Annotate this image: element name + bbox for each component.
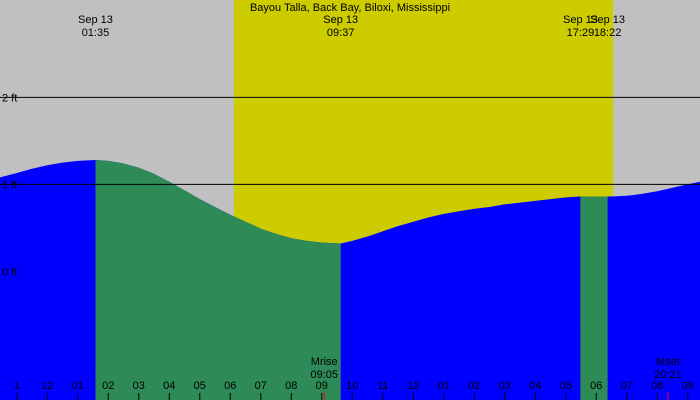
x-tick-label: 1 (14, 380, 20, 392)
event-time-label: 09:37 (327, 27, 355, 39)
y-tick-label: 2 ft (2, 92, 17, 104)
moon-event-label: Mrise (311, 356, 338, 368)
x-tick-label: 07 (621, 380, 633, 392)
moon-event-time: 09:05 (310, 369, 338, 381)
moon-event-label: Mset (656, 356, 680, 368)
tide-area-layer (0, 160, 700, 400)
x-tick-label: 06 (224, 380, 236, 392)
event-time-label: 01:35 (82, 27, 110, 39)
grid-layer (0, 96, 700, 400)
y-tick-label: 0 ft (2, 266, 17, 278)
x-tick-label: 05 (560, 380, 572, 392)
event-date-label: Sep 13 (590, 14, 625, 26)
x-tick-label: 05 (194, 380, 206, 392)
x-tick-label: 10 (346, 380, 358, 392)
event-date-label: Sep 13 (563, 14, 598, 26)
event-time-label: 17:29 (567, 27, 595, 39)
x-tick-label: 04 (529, 380, 541, 392)
x-tick-label: 02 (102, 380, 114, 392)
x-tick-label: 12 (407, 380, 419, 392)
x-tick-label: 11 (377, 380, 388, 392)
y-tick-label: 1 ft (2, 179, 17, 191)
x-tick-label: 03 (133, 380, 145, 392)
x-tick-label: 12 (41, 380, 53, 392)
x-tick-label: 07 (255, 380, 267, 392)
x-tick-label: 03 (499, 380, 511, 392)
x-tick-label: 04 (163, 380, 175, 392)
x-tick-label: 08 (285, 380, 297, 392)
x-tick-label: 09 (316, 380, 328, 392)
event-date-label: Sep 13 (78, 14, 113, 26)
event-date-label: Sep 13 (323, 14, 358, 26)
x-tick-label: 08 (651, 380, 663, 392)
moon-event-time: 20:21 (654, 369, 682, 381)
x-tick-label: 09 (682, 380, 694, 392)
chart-title: Bayou Talla, Back Bay, Biloxi, Mississip… (250, 2, 450, 14)
label-layer: 0 ft 1 ft 2 ft 1 12 01 02 03 04 05 06 07 08 09 10 11 12 0… (2, 14, 694, 392)
x-tick-label: 06 (590, 380, 602, 392)
x-tick-label: 01 (72, 380, 84, 392)
x-tick-label: 01 (438, 380, 450, 392)
event-time-label: 18:22 (594, 27, 622, 39)
x-tick-label: 02 (468, 380, 480, 392)
tide-area-falling (95, 160, 341, 400)
tide-area-falling (580, 196, 608, 400)
